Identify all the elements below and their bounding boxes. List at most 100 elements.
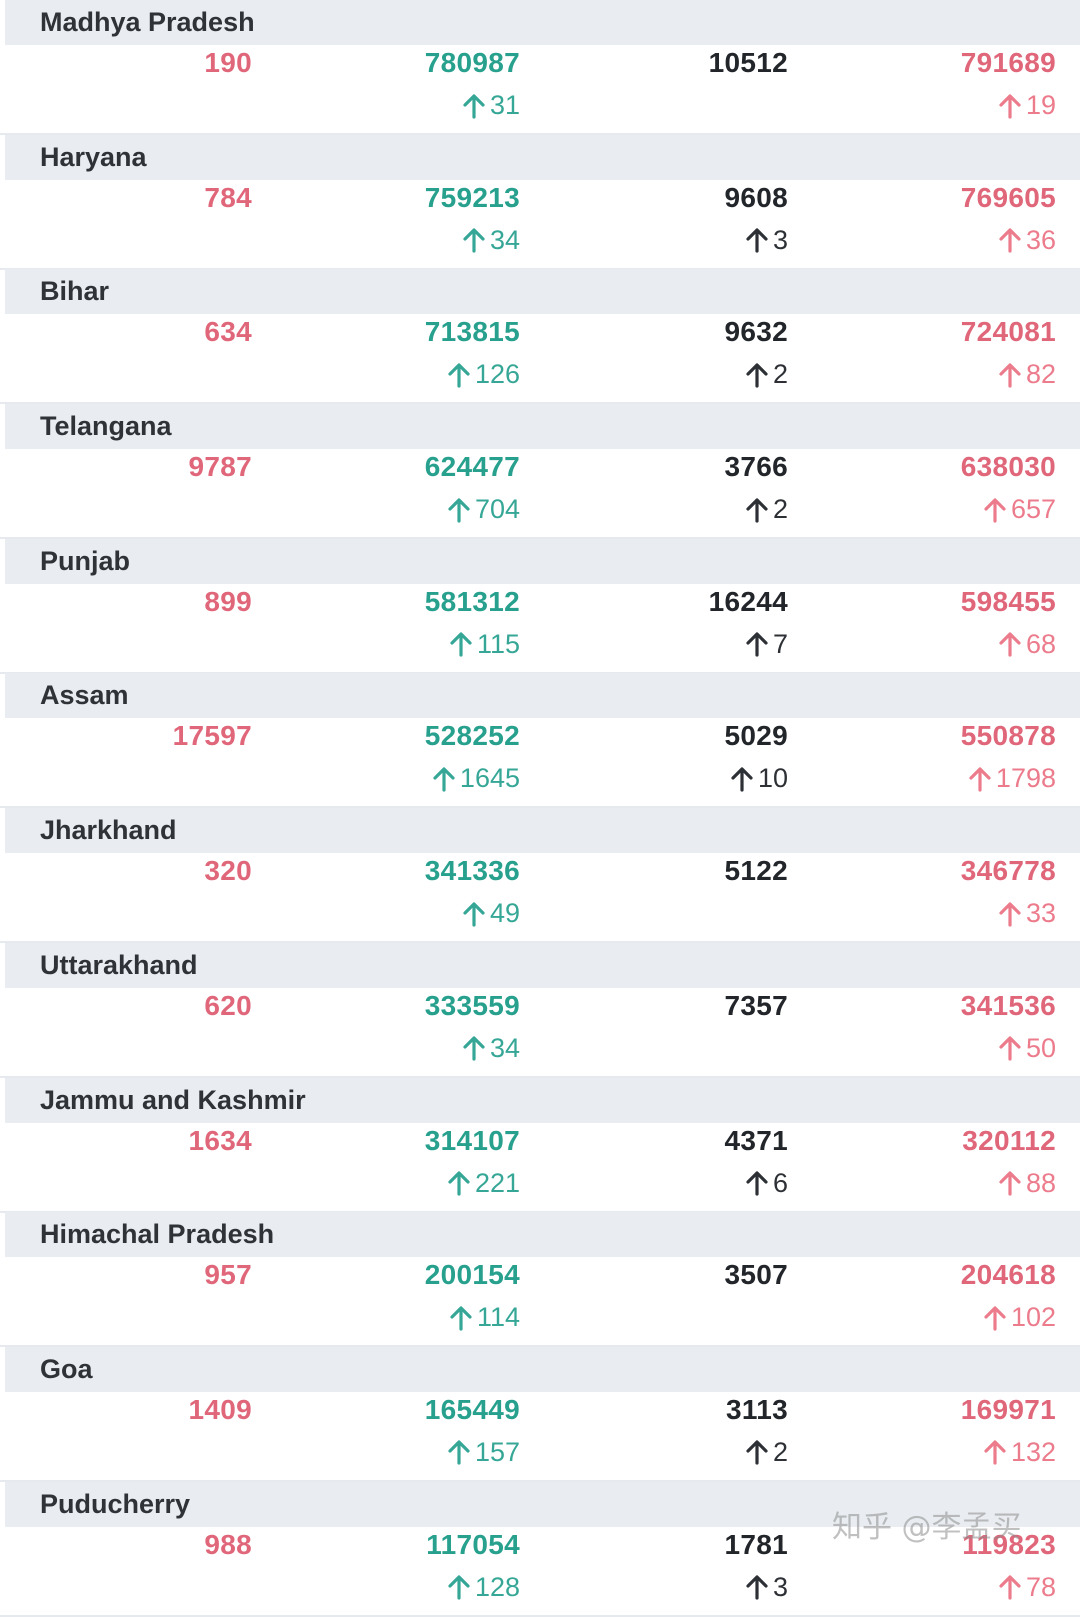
recovered-delta-value: 49 (489, 898, 520, 929)
deaths-value: 5122 (724, 855, 788, 887)
total-delta: 102 (983, 1302, 1056, 1333)
recovered-cell: 314107 221 (252, 1123, 520, 1211)
arrow-up-icon (449, 631, 473, 657)
recovered-delta-value: 157 (474, 1436, 520, 1467)
active-cell: 988 (0, 1527, 252, 1615)
deaths-delta-value: 3 (772, 224, 788, 255)
recovered-delta: 126 (447, 359, 520, 390)
recovered-value: 165449 (424, 1393, 520, 1425)
deaths-cell: 4371 6 (520, 1123, 789, 1211)
deaths-value: 3507 (724, 1259, 788, 1291)
state-name: Punjab (40, 545, 131, 576)
state-values: 190 780987 31 10512 791689 19 (0, 45, 1080, 135)
deaths-delta-value: 10 (757, 763, 788, 794)
arrow-up-icon (998, 1574, 1022, 1600)
state-row[interactable]: Uttarakhand 620 333559 34 7357 341536 50 (0, 942, 1080, 1078)
arrow-up-icon (998, 901, 1022, 927)
recovered-value: 528252 (424, 720, 520, 752)
deaths-cell: 3507 (520, 1257, 788, 1345)
deaths-cell: 7357 (520, 988, 788, 1076)
total-value: 638030 (960, 451, 1056, 483)
state-row[interactable]: Haryana 784 759213 34 9608 3 769605 36 (0, 134, 1080, 270)
total-delta-value: 102 (1010, 1302, 1056, 1333)
state-row[interactable]: Goa 1409 165449 157 3113 2 169971 132 (0, 1346, 1080, 1482)
arrow-up-icon (745, 1170, 769, 1196)
state-name: Himachal Pradesh (40, 1219, 275, 1250)
deaths-delta-value: 2 (772, 359, 788, 390)
active-value: 17597 (172, 720, 252, 752)
active-cell: 320 (0, 853, 252, 941)
active-cell: 634 (0, 314, 252, 402)
total-value: 791689 (960, 47, 1056, 78)
total-value: 204618 (960, 1259, 1056, 1291)
recovered-delta: 31 (462, 90, 520, 121)
state-row[interactable]: Himachal Pradesh 957 200154 114 3507 204618 10… (0, 1212, 1080, 1348)
recovered-delta-value: 115 (476, 628, 520, 659)
total-delta: 132 (983, 1437, 1056, 1468)
state-row[interactable]: Bihar 634 713815 126 9632 2 724081 82 (0, 269, 1080, 405)
state-header: Jharkhand (5, 808, 1080, 854)
total-delta-value: 36 (1025, 224, 1056, 255)
deaths-value: 9608 (724, 181, 788, 213)
state-row[interactable]: Madhya Pradesh 190 780987 31 10512 791689 19 (0, 0, 1080, 135)
arrow-up-icon (745, 362, 769, 388)
deaths-delta: 7 (745, 629, 788, 660)
recovered-cell: 713815 126 (252, 314, 520, 402)
total-delta-value: 50 (1025, 1032, 1056, 1063)
state-row[interactable]: Jharkhand 320 341336 49 5122 346778 33 (0, 808, 1080, 944)
total-delta-value: 82 (1025, 359, 1056, 390)
arrow-up-icon (745, 631, 769, 657)
state-values: 784 759213 34 9608 3 769605 36 (0, 180, 1080, 270)
recovered-value: 780987 (424, 47, 520, 78)
total-delta-value: 657 (1010, 494, 1056, 525)
state-values: 620 333559 34 7357 341536 50 (0, 988, 1080, 1078)
recovered-cell: 117054 128 (252, 1527, 520, 1615)
deaths-cell: 5029 10 (520, 718, 789, 806)
deaths-delta: 2 (745, 359, 788, 390)
deaths-delta: 2 (745, 1437, 788, 1468)
total-delta: 78 (998, 1572, 1056, 1603)
active-value: 1634 (188, 1124, 252, 1156)
recovered-delta: 157 (447, 1437, 520, 1468)
state-name: Madhya Pradesh (40, 7, 255, 37)
total-value: 341536 (960, 989, 1056, 1021)
arrow-up-icon (998, 1170, 1022, 1196)
state-row[interactable]: Assam 17597 528252 1645 5029 10 550878 1798 (0, 673, 1080, 809)
state-header: Uttarakhand (5, 942, 1080, 988)
active-cell: 957 (0, 1257, 252, 1345)
recovered-value: 200154 (424, 1259, 520, 1291)
total-delta-value: 33 (1025, 898, 1056, 929)
state-values: 899 581312 115 16244 7 598455 68 (0, 584, 1080, 674)
total-delta-value: 78 (1025, 1571, 1056, 1602)
recovered-value: 314107 (424, 1124, 520, 1156)
recovered-delta-value: 704 (474, 494, 520, 525)
state-row[interactable]: Jammu and Kashmir 1634 314107 221 4371 6 32011… (0, 1077, 1080, 1213)
state-row[interactable]: Punjab 899 581312 115 16244 7 598455 68 (0, 538, 1080, 674)
total-delta-value: 88 (1025, 1167, 1056, 1198)
recovered-value: 759213 (424, 181, 520, 213)
deaths-value: 5029 (724, 720, 788, 752)
recovered-cell: 165449 157 (252, 1392, 520, 1480)
active-value: 1409 (188, 1393, 252, 1425)
state-row[interactable]: Telangana 9787 624477 704 3766 2 638030 657 (0, 404, 1080, 540)
state-header: Jammu and Kashmir (5, 1077, 1080, 1123)
recovered-delta-value: 31 (489, 90, 520, 120)
arrow-up-icon (983, 1439, 1007, 1465)
deaths-cell: 1781 3 (520, 1527, 789, 1615)
recovered-cell: 200154 114 (252, 1257, 520, 1345)
active-value: 620 (204, 989, 252, 1021)
deaths-cell: 16244 7 (520, 584, 788, 672)
active-value: 9787 (188, 451, 252, 483)
total-cell: 724081 82 (788, 314, 1056, 402)
total-value: 724081 (960, 316, 1056, 348)
recovered-value: 117054 (426, 1528, 520, 1560)
state-header: Haryana (5, 134, 1080, 180)
state-values: 9787 624477 704 3766 2 638030 657 (0, 449, 1080, 540)
arrow-up-icon (745, 497, 769, 523)
active-value: 190 (204, 47, 252, 78)
state-name: Goa (40, 1353, 93, 1384)
recovered-value: 624477 (424, 451, 520, 483)
arrow-up-icon (968, 766, 992, 792)
total-cell: 204618 102 (788, 1257, 1056, 1345)
state-name: Uttarakhand (40, 949, 198, 980)
